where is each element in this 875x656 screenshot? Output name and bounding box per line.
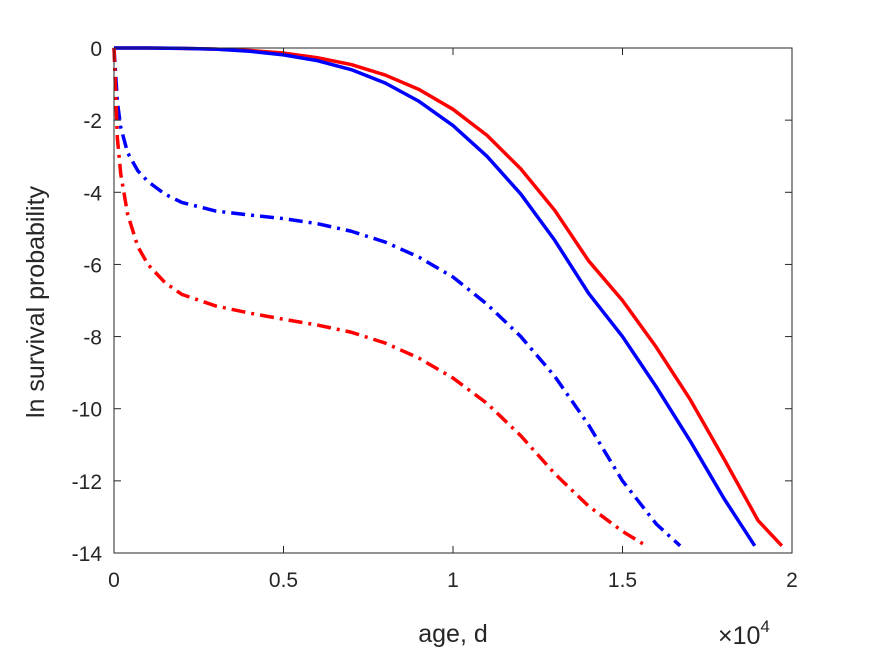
series-line-2: [114, 46, 757, 547]
y-tick-label: 0: [90, 38, 102, 61]
y-tick-label: -12: [72, 471, 102, 494]
y-tick-label: -6: [83, 254, 102, 277]
x-tick-label: 1.5: [608, 569, 637, 592]
x-axis-label: age, d: [418, 620, 488, 648]
x-axis-exponent-power: 4: [760, 617, 769, 636]
series-line-3: [112, 47, 682, 548]
y-tick-label: -8: [83, 327, 102, 350]
series-line-4: [112, 47, 648, 548]
y-tick-label: -4: [83, 182, 102, 205]
axes-box: [113, 47, 793, 554]
x-tick-label: 1: [447, 569, 459, 592]
y-tick-label: -2: [83, 110, 102, 133]
x-axis-exponent-base: ×10: [718, 622, 760, 650]
x-tick-label: 0.5: [269, 569, 298, 592]
x-tick-label: 0: [108, 569, 120, 592]
x-tick-label: 2: [786, 569, 798, 592]
y-tick-label: -10: [72, 399, 102, 422]
ticks-layer: 0 0.5 1 1.5 2 0 -2 -4 -6 -8 -10 -12 -14: [72, 38, 798, 592]
series-layer: [112, 46, 784, 548]
x-axis-exponent: ×104: [718, 617, 770, 650]
y-tick-label: -14: [72, 543, 103, 566]
y-axis-label: ln survival probability: [22, 185, 50, 418]
